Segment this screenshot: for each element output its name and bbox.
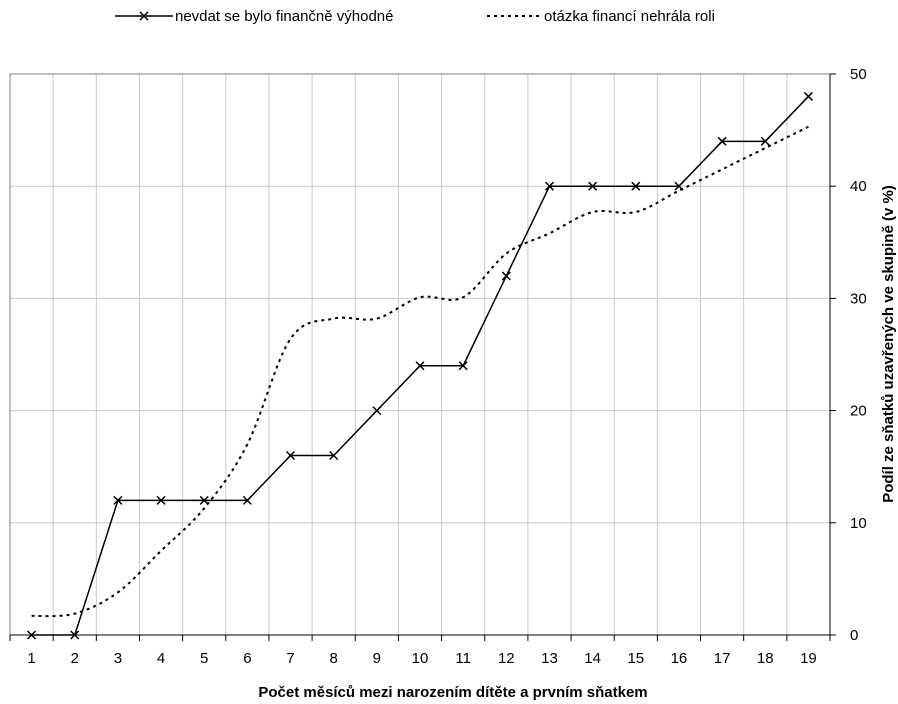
data-point-marker	[458, 361, 468, 371]
data-point-marker	[329, 450, 339, 461]
x-tick-label: 16	[671, 650, 688, 667]
data-point-marker	[242, 495, 252, 505]
x-tick-label: 11	[455, 650, 471, 667]
y-tick-label: 30	[850, 290, 867, 307]
x-tick-label: 17	[714, 650, 731, 667]
legend-label-solid: nevdat se bylo finančně výhodné	[175, 8, 394, 25]
series-line-dotted	[31, 125, 809, 618]
data-point-marker	[285, 450, 296, 461]
data-point-marker	[156, 495, 166, 505]
data-point-marker	[760, 136, 770, 146]
x-axis-title: Počet měsíců mezi narozením dítěte a prv…	[258, 684, 647, 701]
y-tick-label: 10	[850, 515, 867, 532]
legend-item-dotted: otázka financí nehrála roli	[487, 8, 715, 25]
x-tick-label: 9	[373, 650, 381, 667]
x-tick-label: 4	[157, 650, 165, 667]
x-tick-label: 5	[200, 650, 208, 667]
data-point-marker	[544, 181, 555, 191]
plot-area-border	[9, 73, 831, 636]
y-axis: 0 10 20 30 40 50	[829, 66, 867, 644]
y-axis-title: Podíl ze sňatků uzavřených ve skupině (v…	[880, 185, 897, 503]
x-tick-label: 7	[286, 650, 294, 667]
x-tick-label: 14	[584, 650, 601, 667]
x-tick-label: 13	[541, 650, 558, 667]
data-point-marker	[372, 406, 382, 416]
data-point-marker	[415, 361, 425, 371]
x-tick-label: 3	[114, 650, 122, 667]
x-tick-label: 8	[330, 650, 338, 667]
series-layer	[27, 91, 813, 640]
x-tick-label: 6	[243, 650, 251, 667]
y-tick-label: 50	[850, 66, 867, 83]
gridlines	[10, 73, 830, 636]
x-tick-label: 15	[627, 650, 644, 667]
data-point-marker	[588, 181, 598, 191]
data-point-marker	[674, 181, 684, 191]
y-tick-label: 0	[850, 627, 858, 644]
data-point-marker	[501, 271, 511, 281]
y-tick-label: 40	[850, 178, 867, 195]
x-tick-label: 10	[412, 650, 429, 667]
x-tick-label: 18	[757, 650, 774, 667]
data-point-marker	[717, 136, 727, 146]
x-tick-label: 12	[498, 650, 515, 667]
legend-label-dotted: otázka financí nehrála roli	[544, 8, 715, 25]
x-tick-label: 1	[27, 650, 35, 667]
y-tick-label: 20	[850, 403, 867, 420]
data-point-marker	[803, 91, 813, 101]
x-tick-label: 2	[71, 650, 79, 667]
x-tick-label: 19	[800, 650, 817, 667]
legend-swatch-x-marker	[139, 11, 149, 21]
data-point-marker	[199, 495, 209, 505]
legend-item-solid: nevdat se bylo finančně výhodné	[115, 8, 394, 25]
legend: nevdat se bylo finančně výhodné otázka f…	[115, 8, 715, 25]
data-point-marker	[113, 495, 123, 505]
x-axis: 1 2 3 4 5 6 7 8 9 10 11 12 13 14 15 16 17 18 19	[9, 634, 831, 667]
data-point-marker	[631, 181, 641, 191]
